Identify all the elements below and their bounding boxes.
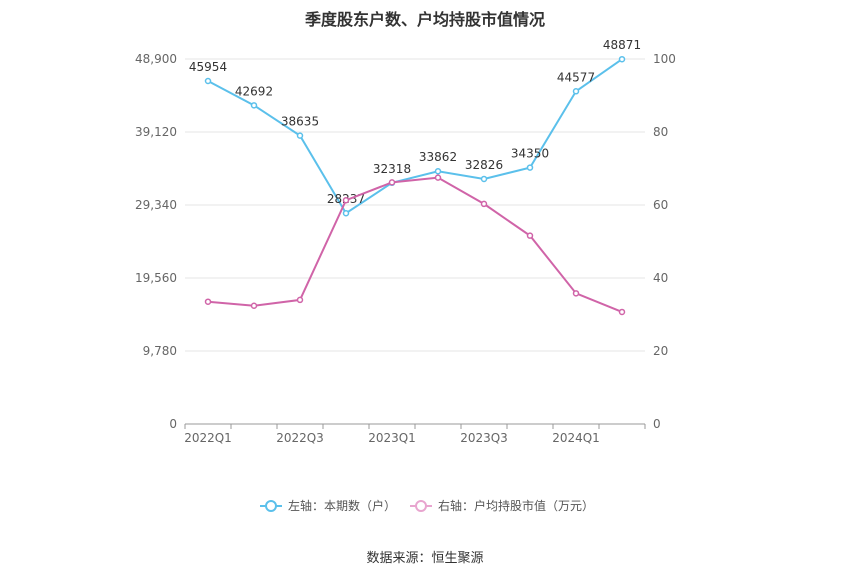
data-label: 42692 [235,84,273,98]
left-axis-tick-label: 9,780 [143,344,177,358]
series-1-point [480,175,488,183]
x-axis-tick-label: 2023Q1 [368,431,416,445]
x-axis-tick-label: 2023Q3 [460,431,508,445]
series-2-point [618,308,626,316]
data-label: 48871 [603,38,641,52]
right-axis-tick-label: 20 [653,344,668,358]
series-2-point [434,174,442,181]
x-axis-tick-label: 2022Q1 [184,431,232,445]
legend-marker-2 [415,500,427,512]
series-2-point [480,200,488,208]
x-axis-tick-label: 2024Q1 [552,431,600,445]
series-1-point [204,77,212,85]
series-line-1 [207,58,623,215]
series-1-point [572,88,580,95]
series-1-point [526,164,534,171]
data-label: 32318 [373,162,411,176]
data-label: 45954 [189,60,227,74]
legend-marker-1 [265,500,277,512]
data-label: 32826 [465,158,503,172]
data-label: 38635 [281,115,319,129]
series-2-point [388,179,396,186]
series-2-point [572,290,580,297]
series-1-point [618,55,626,63]
series-1-point [434,167,442,175]
legend-label-2: 右轴：户均持股市值（万元） [438,498,594,513]
data-label: 34350 [511,147,549,161]
series-2-point [526,232,534,239]
right-axis-tick-label: 0 [653,417,661,431]
left-axis-tick-label: 29,340 [135,198,177,212]
right-axis-tick-label: 100 [653,52,676,66]
series-2-point [342,197,350,204]
series-line-2 [207,176,623,313]
right-axis-tick-label: 60 [653,198,668,212]
legend-label-1: 左轴：本期数（户） [288,498,396,513]
left-axis-tick-label: 39,120 [135,125,177,139]
left-axis-tick-label: 0 [169,417,177,431]
series-2-point [204,298,212,305]
series-1-point [342,209,350,217]
right-axis-tick-label: 80 [653,125,668,139]
chart-title: 季度股东户数、户均持股市值情况 [304,10,545,29]
series-2-point [250,302,258,309]
series-1-point [296,132,304,139]
left-axis-tick-label: 48,900 [135,52,177,66]
series-2-point [296,296,304,304]
x-axis-tick-label: 2022Q3 [276,431,324,445]
data-label: 44577 [557,70,595,84]
right-axis-tick-label: 40 [653,271,668,285]
left-axis-tick-label: 19,560 [135,271,177,285]
data-label: 33862 [419,150,457,164]
series-1-point [250,102,258,109]
source-note: 数据来源：恒生聚源 [366,551,484,566]
